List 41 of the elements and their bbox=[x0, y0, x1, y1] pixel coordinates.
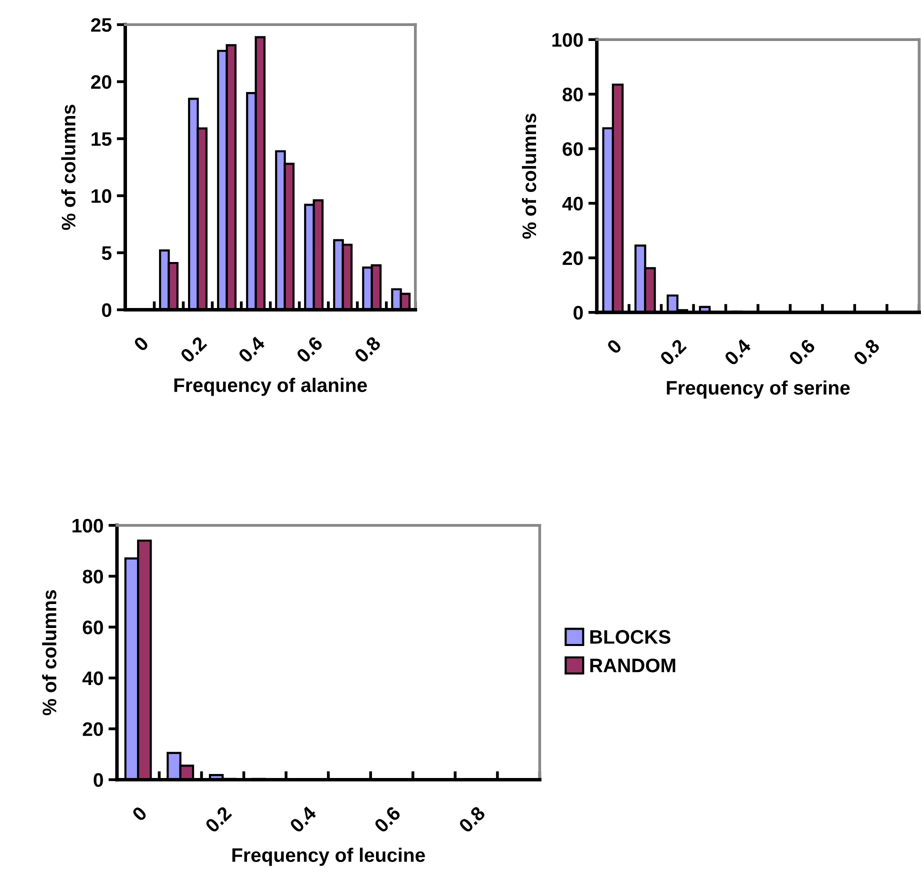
y-tick-label: 20 bbox=[562, 251, 583, 266]
y-tick-label: 20 bbox=[82, 722, 103, 736]
x-tick-label: 0.4 bbox=[288, 805, 318, 834]
x-tick-label: 0.6 bbox=[788, 338, 816, 366]
x-tick-label: 0 bbox=[606, 338, 622, 355]
y-tick-label: 80 bbox=[562, 88, 583, 102]
x-tick-label: 0.8 bbox=[458, 805, 486, 834]
x-tick-label: 0 bbox=[133, 336, 150, 352]
y-tick-label: 100 bbox=[552, 33, 583, 47]
legend-label: RANDOM bbox=[590, 658, 676, 672]
x-tick-label: 0.4 bbox=[238, 335, 266, 364]
y-tick-label: 60 bbox=[82, 620, 103, 634]
y-tick-label: 10 bbox=[92, 189, 112, 203]
x-tick-label: 0.6 bbox=[374, 806, 402, 834]
x-tick-label: 0.6 bbox=[296, 336, 324, 364]
x-tick-label: 0.4 bbox=[724, 338, 752, 366]
x-tick-label: 0.8 bbox=[852, 338, 880, 366]
y-axis-title: % of columns bbox=[42, 590, 56, 716]
x-tick-label: 0.2 bbox=[180, 336, 208, 364]
x-axis-title: Frequency of leucine bbox=[232, 848, 425, 866]
y-tick-label: 25 bbox=[91, 18, 112, 32]
y-tick-label: 80 bbox=[82, 570, 103, 584]
y-tick-label: 60 bbox=[562, 142, 583, 156]
x-tick-label: 0.2 bbox=[659, 338, 687, 366]
x-axis-title: Frequency of alanine bbox=[174, 378, 367, 396]
y-tick-label: 0 bbox=[102, 303, 112, 317]
y-tick-label: 20 bbox=[91, 75, 112, 89]
x-tick-label: 0.8 bbox=[354, 336, 382, 364]
y-axis-title: % of columns bbox=[522, 114, 536, 239]
y-tick-label: 40 bbox=[82, 671, 103, 686]
x-tick-label: 0 bbox=[131, 806, 148, 822]
y-tick-label: 5 bbox=[102, 246, 112, 260]
legend-label: BLOCKS bbox=[590, 630, 670, 644]
y-tick-label: 100 bbox=[72, 518, 103, 533]
y-tick-label: 40 bbox=[562, 196, 583, 211]
y-axis-title: % of columns bbox=[61, 104, 76, 230]
y-tick-label: 0 bbox=[94, 773, 103, 787]
y-tick-label: 15 bbox=[92, 132, 112, 146]
x-tick-label: 0.2 bbox=[204, 806, 232, 834]
x-axis-title: Frequency of serine bbox=[666, 380, 850, 399]
y-tick-label: 0 bbox=[574, 306, 583, 320]
